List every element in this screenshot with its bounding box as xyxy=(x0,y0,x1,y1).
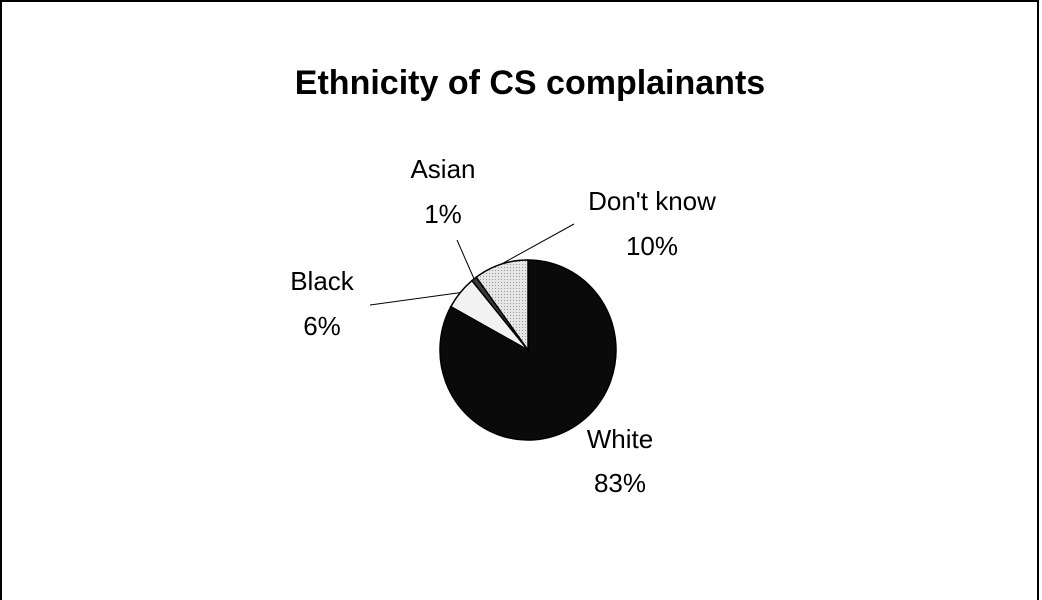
leader-line-asian xyxy=(456,239,475,280)
slice-value-don-t-know: 10% xyxy=(626,231,678,261)
slice-label-white: White xyxy=(587,424,653,454)
leader-line-black xyxy=(369,292,461,306)
slice-label-black: Black xyxy=(290,266,355,296)
slice-label-asian: Asian xyxy=(410,154,475,184)
slice-label-don-t-know: Don't know xyxy=(588,186,716,216)
slice-value-black: 6% xyxy=(303,311,341,341)
pie-chart: Ethnicity of CS complainants White 83% Bla… xyxy=(290,64,765,498)
chart-title: Ethnicity of CS complainants xyxy=(295,64,765,102)
slice-value-white: 83% xyxy=(594,468,646,498)
slice-value-asian: 1% xyxy=(424,199,462,229)
leader-line-don-t-know xyxy=(500,223,575,265)
